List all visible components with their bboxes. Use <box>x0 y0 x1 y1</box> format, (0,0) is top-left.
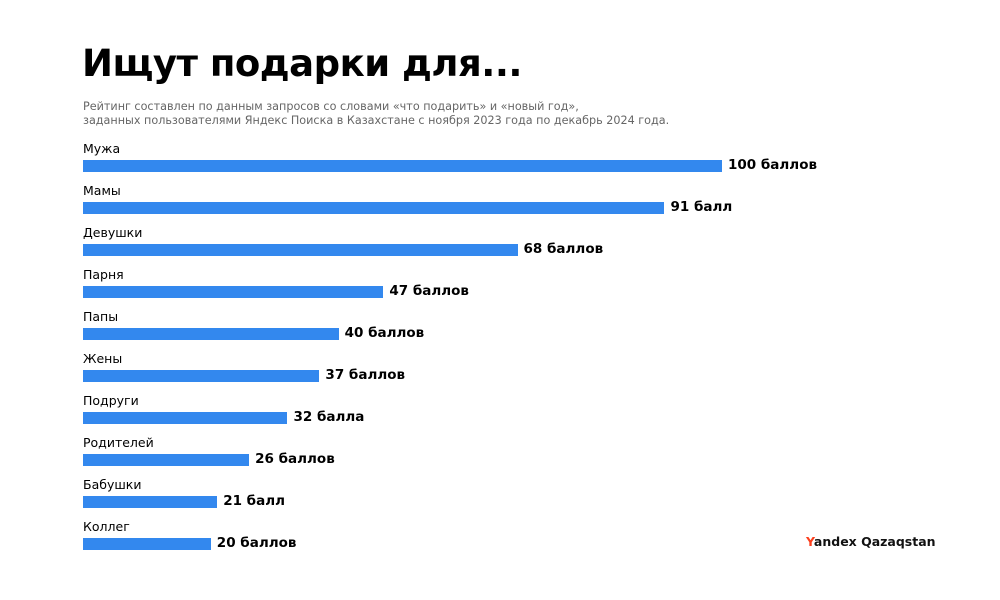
value-label: 40 баллов <box>344 325 425 341</box>
bar <box>83 370 320 382</box>
bar <box>83 244 518 256</box>
bar <box>83 454 250 466</box>
category-label: Мамы <box>83 183 121 198</box>
value-label: 68 баллов <box>523 241 604 257</box>
category-label: Мужа <box>83 141 121 156</box>
value-label: 26 баллов <box>255 451 335 467</box>
category-label: Родителей <box>83 435 154 450</box>
value-label: 20 баллов <box>216 535 297 551</box>
chart-title: Ищут подарки для... <box>82 42 522 85</box>
subtitle-line-1: Рейтинг составлен по данным запросов со … <box>83 100 579 113</box>
value-label: 47 баллов <box>389 283 469 299</box>
value-label: 37 баллов <box>325 367 406 383</box>
category-label: Девушки <box>83 225 143 240</box>
category-label: Подруги <box>83 393 139 408</box>
bar <box>83 496 218 508</box>
value-label: 100 баллов <box>728 157 818 173</box>
bar <box>83 160 722 172</box>
value-label: 21 балл <box>223 493 285 509</box>
value-label: 32 балла <box>293 409 365 425</box>
value-label: 91 балл <box>670 199 733 215</box>
bar <box>83 286 384 298</box>
logo-text: andex Qazaqstan <box>813 534 936 549</box>
bar <box>83 202 665 214</box>
category-label: Парня <box>83 267 124 282</box>
category-label: Коллег <box>83 519 130 534</box>
category-label: Жены <box>83 351 123 366</box>
bar <box>83 412 288 424</box>
category-label: Папы <box>83 309 119 324</box>
logo-y: Y <box>806 534 814 549</box>
bar <box>83 538 211 550</box>
subtitle-line-2: заданных пользователями Яндекс Поиска в … <box>83 114 670 127</box>
yandex-qazaqstan-logo: Yandex Qazaqstan <box>806 534 936 549</box>
bar <box>83 328 339 340</box>
category-label: Бабушки <box>83 477 142 492</box>
